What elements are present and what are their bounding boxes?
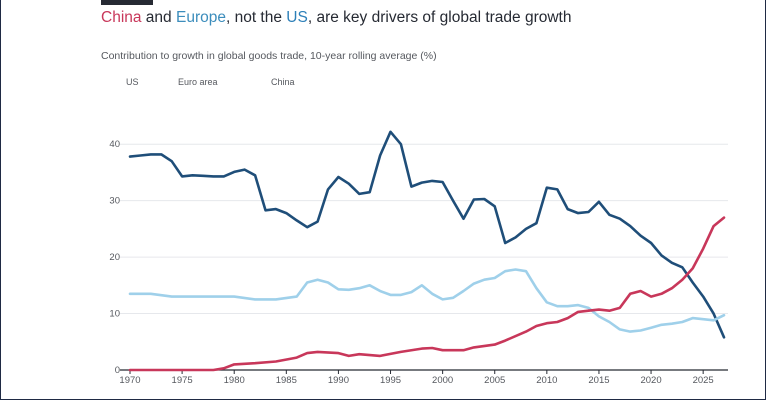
title-not-the: , not the [225, 9, 287, 26]
x-tick-label-2010: 2010 [536, 375, 557, 386]
title-rest: , are key drivers of global trade growth [307, 9, 572, 26]
y-tick-label-40: 40 [109, 139, 120, 150]
x-tick-label-1995: 1995 [380, 375, 401, 386]
x-tick-label-1980: 1980 [224, 375, 245, 386]
y-tick-label-20: 20 [109, 252, 120, 263]
series-lines [128, 130, 726, 372]
series-line-china [128, 216, 726, 372]
y-tick-label-10: 10 [109, 309, 120, 320]
chart-title: China and Europe, not the US, are key dr… [101, 8, 721, 28]
legend-china: China [271, 77, 295, 87]
x-tick-label-2020: 2020 [640, 375, 661, 386]
legend-euro-area: Euro area [178, 77, 218, 87]
chart-subtitle: Contribution to growth in global goods t… [101, 50, 437, 62]
title-europe: Europe [175, 9, 226, 26]
title-china: China [101, 9, 142, 26]
x-axis: 1970 1975 1980 1985 1990 1995 2000 2005 2010 2015… [119, 369, 728, 386]
x-tick-label-2000: 2000 [432, 375, 453, 386]
series-line-us [128, 130, 726, 339]
x-tick-label-1985: 1985 [276, 375, 297, 386]
x-tick-label-1975: 1975 [172, 375, 193, 386]
title-accent-bar [101, 0, 153, 5]
y-axis: 0 10 20 30 40 [109, 139, 120, 376]
series-line-euro [128, 268, 726, 333]
title-us: US [286, 9, 308, 26]
x-tick-label-1970: 1970 [119, 375, 140, 386]
x-tick-label-1990: 1990 [328, 375, 349, 386]
x-tick-label-2015: 2015 [588, 375, 609, 386]
x-tick-label-2005: 2005 [484, 375, 505, 386]
legend-us: US [126, 77, 139, 87]
y-tick-label-30: 30 [109, 196, 120, 207]
title-and: and [141, 9, 176, 26]
x-tick-label-2025: 2025 [693, 375, 714, 386]
y-tick-label-0: 0 [115, 365, 120, 376]
gridlines [120, 143, 728, 315]
